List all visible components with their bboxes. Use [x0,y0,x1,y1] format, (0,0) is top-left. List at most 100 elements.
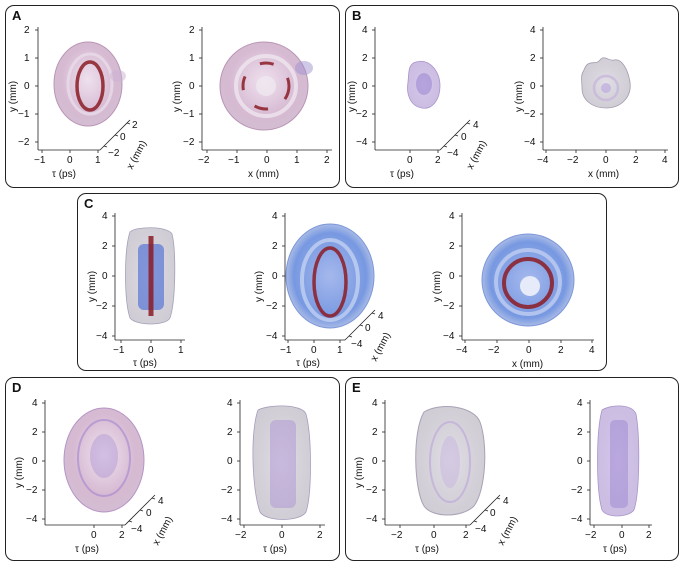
d2-taulabel: τ (ps) [263,544,287,555]
c2-taulabel: τ (ps) [296,358,320,369]
b-xy-shell [581,57,631,109]
d-side-core [270,420,296,508]
c2-xtick-2: 4 [378,311,384,322]
e-side-core [610,420,628,508]
b-ytick-4: −4 [356,137,368,148]
c-tautick-side-2: 1 [178,345,184,356]
d-taulabel: τ (ps) [75,544,99,555]
c3-ylabel: y (mm) [432,271,443,302]
e-ylabel: y (mm) [354,457,365,488]
a-3d-red-ring [75,60,105,112]
e-3d-core [440,436,460,488]
d-ytick-4: −4 [26,514,38,525]
b2-ytick-0: 4 [530,25,536,36]
b-3d-core [416,73,432,95]
c-ytick-4: −4 [96,331,108,342]
c-ytick-2: 0 [102,271,108,282]
a2-xtick-3: 1 [294,155,300,166]
b2-xtick-1: −2 [567,155,579,166]
a-ytick-3: −1 [18,109,30,120]
e-xtick-0: −4 [475,524,487,535]
e-ytick-3: −2 [366,485,378,496]
a-xlabel-3d: x (mm) [125,139,149,172]
panel-d-side-view: 4 2 0 −2 −4 −2 0 2 τ (ps) [221,398,325,555]
e2-tautick-1: 0 [619,530,625,541]
panel-b-xy-view: 4 2 0 −2 −4 y (mm) −4 −2 0 2 4 x (mm) [514,25,668,180]
c3-xtick-0: −4 [456,345,468,356]
a2-xtick-2: 0 [264,155,270,166]
e2-ytick-4: −4 [571,514,583,525]
c2-xtick-1: 0 [365,323,371,334]
c3-ytick-3: −2 [443,301,455,312]
b-ytick-1: 2 [362,53,368,64]
b-ytick-2: 0 [362,81,368,92]
panel-e-3d-view: 4 2 0 −2 −4 y (mm) −2 0 2 τ (ps) −4 0 4 … [354,398,520,555]
b-tautick-1: 2 [435,155,441,166]
panel-label-d: D [12,380,22,395]
c2-ytick-0: 4 [272,211,278,222]
d2-ytick-2: 0 [227,456,233,467]
c2-tautick-2: 1 [337,345,343,356]
d2-ytick-1: 2 [227,427,233,438]
e-3d-inner-shell [429,421,471,503]
b2-xtick-4: 4 [662,155,668,166]
a-ytick-0: 2 [24,25,30,36]
a-ylabel: y (mm) [8,81,19,112]
c2-xtick-0: −4 [351,339,363,350]
c-ytick-1: 2 [102,241,108,252]
c3-xtick-4: 4 [589,345,595,356]
c-ytick-0: 4 [102,211,108,222]
a2-xtick-4: 2 [324,155,330,166]
e-taulabel: τ (ps) [415,544,439,555]
d-ytick-1: 2 [32,427,38,438]
panel-d [5,377,340,561]
d-ylabel: y (mm) [14,457,25,488]
panel-a [5,5,340,188]
e-xtick-1: 0 [490,508,496,519]
b2-ytick-3: −2 [524,109,536,120]
e-ytick-1: 2 [372,427,378,438]
panel-label-e: E [352,380,361,395]
b-3d-shell [407,60,441,109]
b2-ytick-1: 2 [530,53,536,64]
d2-ytick-3: −2 [221,485,233,496]
c-tautick-side-0: −1 [113,345,125,356]
panel-c-3d-view: 4 2 0 −2 −4 y (mm) −1 0 1 τ (ps) −4 0 4 … [254,211,393,369]
a-3d-inner-shell [66,52,114,116]
b-xy-core [601,83,611,93]
c-xy-light-ring [494,248,562,316]
a-xy-core [256,76,276,96]
a2-xtick-0: −2 [198,155,210,166]
c3-xtick-1: −2 [488,345,500,356]
c-tautick-side-1: 0 [148,345,154,356]
a2-ytick-3: −1 [183,109,195,120]
b2-xtick-0: −4 [537,155,549,166]
panel-e [345,377,679,561]
panel-c [77,193,607,371]
d-ytick-3: −2 [26,485,38,496]
panel-a-3d-view: 2 1 0 −1 −2 y (mm) −1 0 1 τ (ps) −2 0 2 … [8,25,149,180]
b-ytick-3: −2 [356,109,368,120]
c-3d-light-ring [300,238,360,322]
a2-ytick-0: 2 [189,25,195,36]
a2-ylabel: y (mm) [172,81,183,112]
panel-e-side-view: 4 2 0 −2 −4 −2 0 2 τ (ps) [571,398,652,555]
a-xtick-2: 2 [132,120,138,131]
e-tautick-0: −2 [391,530,403,541]
c3-ytick-0: 4 [449,211,455,222]
d-ytick-0: 4 [32,398,38,409]
e-tautick-2: 2 [463,530,469,541]
a-xy-red-ring [241,61,291,111]
panel-b-3d-view: 4 2 0 −2 −4 y (mm) 0 2 τ (ps) −4 0 4 x (… [347,25,489,180]
b-ylabel: y (mm) [347,81,358,112]
b2-ytick-4: −4 [524,137,536,148]
a2-ytick-4: −2 [183,137,195,148]
e2-ytick-1: 2 [577,427,583,438]
c3-ytick-2: 0 [449,271,455,282]
e2-tautick-2: 2 [646,530,652,541]
a-3d-wisp [110,70,126,82]
a-xtick-1: 0 [120,132,126,143]
d-side-shell [252,405,311,520]
d-tautick-1: 2 [119,530,125,541]
